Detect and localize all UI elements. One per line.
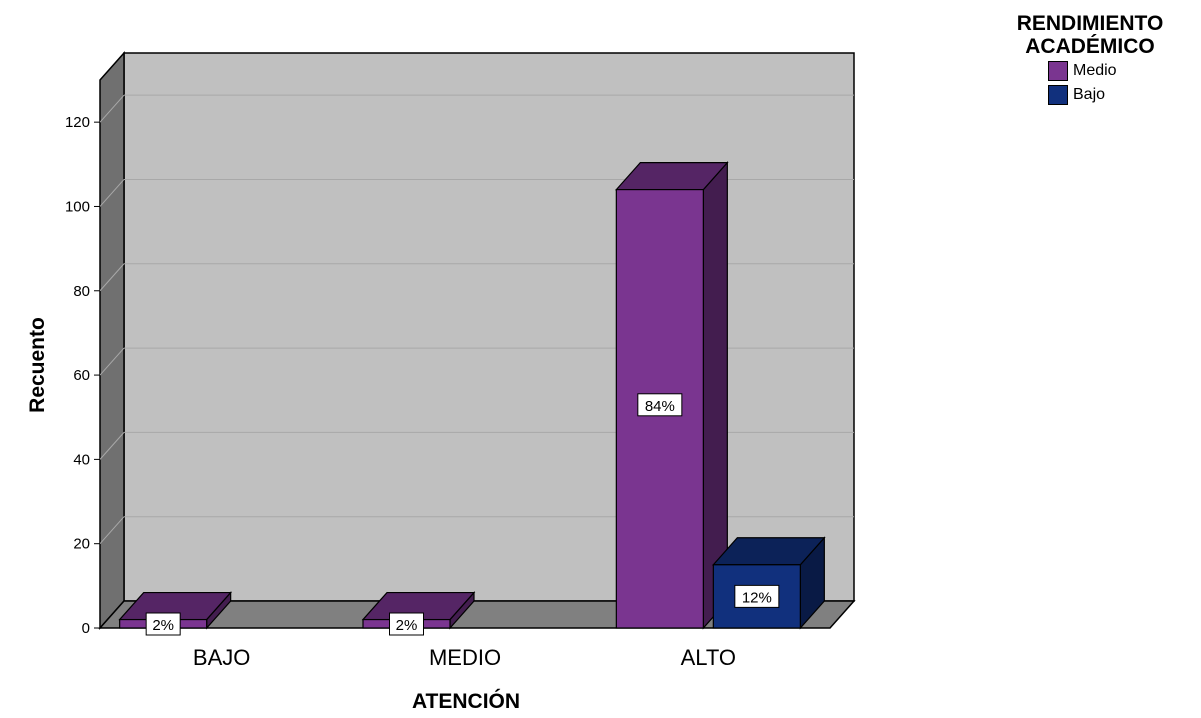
bar-bajo-alto <box>713 538 824 628</box>
data-label-text: 2% <box>152 617 174 634</box>
data-label: 12% <box>735 585 779 607</box>
legend: RENDIMIENTO ACADÉMICO Medio Bajo <box>990 12 1190 106</box>
legend-title: RENDIMIENTO ACADÉMICO <box>990 12 1190 58</box>
x-tick-label: BAJO <box>193 645 250 670</box>
x-tick-label: MEDIO <box>429 645 501 670</box>
data-label-text: 84% <box>645 398 675 415</box>
y-tick-label: 20 <box>73 536 90 553</box>
back-wall <box>124 53 854 601</box>
data-label: 2% <box>146 613 180 635</box>
y-tick-label: 80 <box>73 283 90 300</box>
y-tick-label: 0 <box>82 620 90 637</box>
legend-label-bajo: Bajo <box>1073 86 1105 104</box>
y-axis-title: Recuento <box>26 317 50 413</box>
legend-swatch-bajo <box>1048 85 1068 105</box>
data-label-text: 2% <box>396 617 418 634</box>
legend-swatch-medio <box>1048 61 1068 81</box>
data-label-text: 12% <box>742 589 772 606</box>
data-label: 84% <box>638 394 682 416</box>
legend-label-medio: Medio <box>1073 62 1117 80</box>
y-tick-label: 100 <box>65 198 90 215</box>
data-label: 2% <box>390 613 424 635</box>
legend-item-bajo: Bajo <box>1048 84 1190 106</box>
x-axis-title: ATENCIÓN <box>412 690 520 714</box>
x-tick-label: ALTO <box>681 645 736 670</box>
y-tick-label: 120 <box>65 114 90 131</box>
y-tick-label: 40 <box>73 451 90 468</box>
left-wall <box>100 53 124 628</box>
y-tick-label: 60 <box>73 367 90 384</box>
legend-item-medio: Medio <box>1048 60 1190 82</box>
